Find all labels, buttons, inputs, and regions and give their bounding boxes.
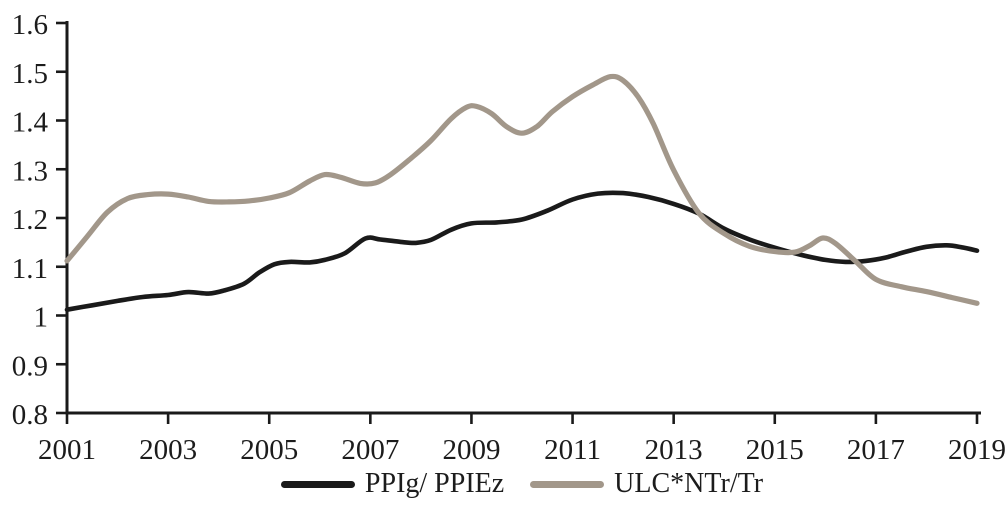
y-tick-label: 0.9 — [12, 350, 48, 382]
x-tick-label: 2001 — [38, 434, 96, 466]
chart-legend: PPIg/ PPIEz ULC*NTr/Tr — [0, 470, 1008, 498]
x-tick-label: 2015 — [746, 434, 804, 466]
y-tick-label: 1.2 — [12, 204, 48, 236]
x-tick-label: 2003 — [139, 434, 197, 466]
legend-item-ulc: ULC*NTr/Tr — [530, 470, 763, 498]
x-tick-label: 2011 — [544, 434, 601, 466]
legend-line-swatch-ulc — [530, 480, 605, 488]
y-tick-label: 1 — [34, 302, 49, 334]
x-tick-label: 2019 — [948, 434, 1006, 466]
x-tick-label: 2005 — [240, 434, 298, 466]
x-tick-label: 2017 — [847, 434, 905, 466]
plot-area: 0.8 0.9 1 1.1 1.2 1.3 1.4 1.5 1.6 2001 2003 2005 200… — [12, 9, 1006, 466]
legend-item-ppig: PPIg/ PPIEz — [280, 468, 505, 499]
x-tick-label: 2007 — [341, 434, 399, 466]
series-line-1 — [64, 73, 980, 306]
y-tick-label: 1.5 — [12, 58, 48, 90]
legend-label-ulc: ULC*NTr/Tr — [614, 468, 764, 499]
y-tick-label: 1.3 — [12, 155, 48, 187]
y-tick-label: 0.8 — [12, 399, 48, 431]
series-line-0 — [64, 190, 980, 312]
x-tick-label: 2009 — [442, 434, 500, 466]
legend-line-swatch-ppig — [280, 480, 355, 488]
y-tick-label: 1.4 — [12, 107, 49, 139]
legend-label-ppig: PPIg/ PPIEz — [364, 468, 505, 499]
y-tick-label: 1.1 — [12, 253, 48, 285]
x-tick-label: 2013 — [645, 434, 703, 466]
y-tick-label: 1.6 — [12, 9, 48, 41]
